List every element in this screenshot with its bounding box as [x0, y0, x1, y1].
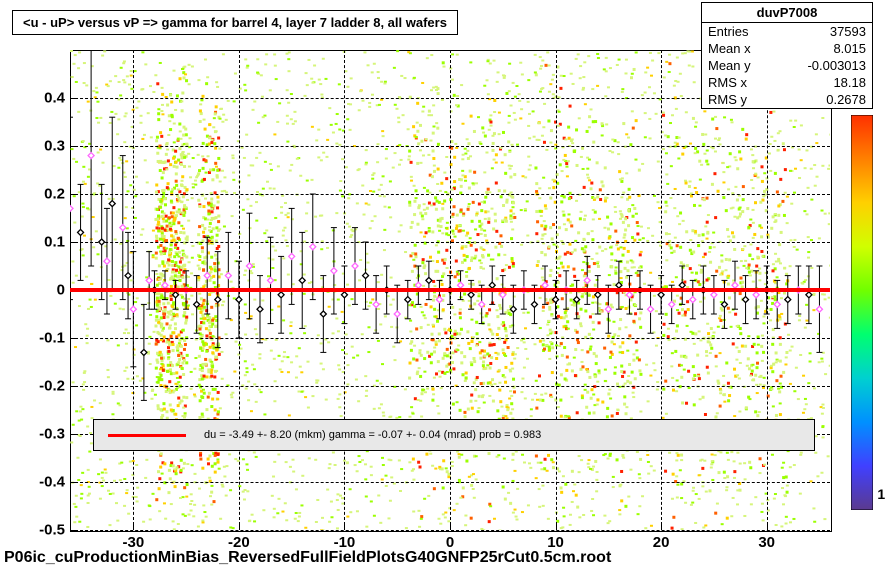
- y-tick-label: 0.2: [15, 186, 65, 203]
- stats-rmsx-val: 18.18: [833, 75, 866, 90]
- y-tick-label: 0.3: [15, 138, 65, 155]
- stats-meany: Mean y -0.003013: [702, 57, 872, 74]
- stats-rmsy-val: 0.2678: [826, 92, 866, 107]
- x-tick-label: 20: [653, 534, 670, 551]
- legend-text: du = -3.49 +- 8.20 (mkm) gamma = -0.07 +…: [204, 429, 541, 441]
- stats-rmsy-label: RMS y: [708, 92, 747, 107]
- stats-meany-label: Mean y: [708, 58, 751, 73]
- stats-entries-val: 37593: [830, 24, 866, 39]
- stats-entries: Entries 37593: [702, 23, 872, 40]
- colorbar-label: 10: [877, 486, 885, 502]
- gridline-h: [70, 530, 830, 531]
- stats-rmsx: RMS x 18.18: [702, 74, 872, 91]
- plot-title: <u - uP> versus vP => gamma for barrel 4…: [12, 10, 458, 35]
- legend-line-sample: [108, 434, 186, 437]
- stats-meanx-val: 8.015: [833, 41, 866, 56]
- tick-mark-y: [70, 530, 78, 531]
- y-tick-label: -0.5: [15, 522, 65, 539]
- stats-rmsy: RMS y 0.2678: [702, 91, 872, 108]
- fit-line: [70, 288, 830, 292]
- footer-filename: P06ic_cuProductionMinBias_ReversedFullFi…: [4, 549, 611, 567]
- stats-meany-val: -0.003013: [807, 58, 866, 73]
- stats-rmsx-label: RMS x: [708, 75, 747, 90]
- y-tick-label: -0.1: [15, 330, 65, 347]
- fit-legend: du = -3.49 +- 8.20 (mkm) gamma = -0.07 +…: [93, 419, 815, 451]
- y-tick-label: 0.1: [15, 234, 65, 251]
- stats-meanx-label: Mean x: [708, 41, 751, 56]
- y-tick-label: 0.4: [15, 90, 65, 107]
- stats-meanx: Mean x 8.015: [702, 40, 872, 57]
- y-tick-label: 0: [15, 282, 65, 299]
- y-tick-label: -0.4: [15, 474, 65, 491]
- x-tick-label: 30: [758, 534, 775, 551]
- y-tick-label: -0.2: [15, 378, 65, 395]
- stats-entries-label: Entries: [708, 24, 748, 39]
- colorbar: [851, 115, 873, 510]
- stats-box: duvP7008 Entries 37593 Mean x 8.015 Mean…: [701, 2, 873, 109]
- y-tick-label: -0.3: [15, 426, 65, 443]
- stats-name: duvP7008: [702, 3, 872, 23]
